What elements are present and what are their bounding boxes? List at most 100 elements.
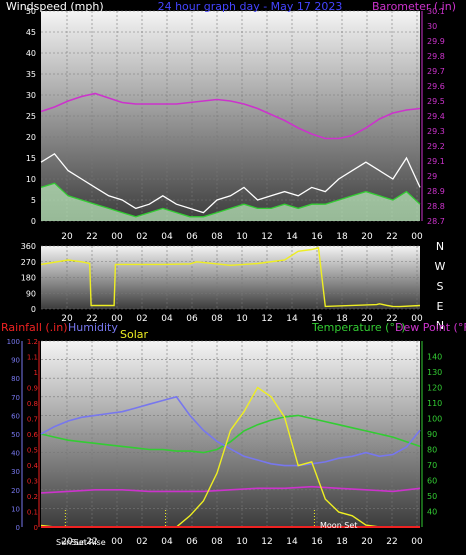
windspeed-tick-label: 50 bbox=[26, 7, 36, 16]
humidity-axis-label: Humidity bbox=[68, 321, 118, 334]
compass-label-n2: N bbox=[436, 319, 444, 332]
x-tick-label: 08 bbox=[211, 537, 223, 547]
x-tick-label: 04 bbox=[161, 314, 173, 324]
x-tick-label: 22 bbox=[86, 537, 97, 547]
windspeed-tick-label: 40 bbox=[26, 49, 36, 58]
rainfall-tick-label: 0.2 bbox=[27, 493, 38, 501]
rainfall-tick-label: 0.1 bbox=[27, 509, 38, 517]
barometer-tick-label: 29.3 bbox=[427, 127, 445, 136]
humidity-line bbox=[40, 395, 421, 467]
rainfall-tick-label: 0.7 bbox=[27, 416, 38, 424]
rainfall-axis-ticks: 0 0.1 0.2 0.3 0.4 0.5 0.6 0.7 0.8 0.9 1 1.1 1.2 bbox=[27, 338, 40, 532]
temperature-tick-label: 120 bbox=[427, 384, 442, 393]
windspeed-tick-label: 45 bbox=[26, 28, 36, 37]
dew-point-line bbox=[40, 485, 421, 494]
direction-series bbox=[40, 246, 421, 308]
windspeed-tick-label: 15 bbox=[26, 154, 36, 163]
humidity-tick-label: 90 bbox=[11, 357, 20, 365]
temperature-x-axis-ticks: 20 22 00 02 04 06 08 10 12 14 16 18 20 22 00 bbox=[61, 537, 423, 547]
rainfall-tick-label: 0.3 bbox=[27, 478, 38, 486]
x-tick-label: 20 bbox=[61, 537, 73, 547]
x-tick-label: 20 bbox=[361, 232, 373, 242]
x-tick-label: 00 bbox=[411, 537, 423, 547]
rainfall-tick-label: 0.9 bbox=[27, 385, 38, 393]
sunrise-annotation: Sun Rise bbox=[71, 538, 106, 547]
dewpoint-axis-label: Dew Point (°F) bbox=[395, 321, 466, 334]
temperature-tick-label: 40 bbox=[427, 508, 437, 517]
x-tick-label: 04 bbox=[161, 232, 173, 242]
barometer-tick-label: 30 bbox=[427, 22, 437, 31]
barometer-axis-label: Barometer (.in) bbox=[372, 0, 456, 13]
temperature-axis-ticks: 40 50 60 70 80 90 100 110 120 130 140 bbox=[421, 341, 442, 527]
humidity-axis-ticks: 0 10 20 30 40 50 60 70 80 90 100 bbox=[7, 338, 23, 532]
barometer-tick-label: 29.5 bbox=[427, 97, 445, 106]
rainfall-tick-label: 1.1 bbox=[27, 354, 38, 362]
windspeed-tick-label: 20 bbox=[26, 133, 36, 142]
wind-direction-line bbox=[40, 246, 421, 308]
x-tick-label: 14 bbox=[286, 314, 298, 324]
direction-axis-ticks: 0 90 180 270 360 bbox=[21, 242, 36, 314]
windspeed-tick-label: 30 bbox=[26, 91, 36, 100]
direction-grid bbox=[41, 245, 420, 310]
x-tick-label: 20 bbox=[61, 232, 73, 242]
humidity-tick-label: 80 bbox=[11, 375, 20, 383]
windspeed-axis-ticks: 0 5 10 15 20 25 30 35 40 45 50 bbox=[26, 7, 36, 226]
x-tick-label: 00 bbox=[411, 314, 423, 324]
windspeed-tick-label: 10 bbox=[26, 175, 36, 184]
x-tick-label: 22 bbox=[386, 314, 397, 324]
x-tick-label: 18 bbox=[336, 537, 348, 547]
x-tick-label: 06 bbox=[186, 232, 198, 242]
wind-gust-line bbox=[40, 152, 421, 214]
barometer-tick-label: 29.6 bbox=[427, 82, 445, 91]
compass-label-n1: N bbox=[436, 240, 444, 253]
rainfall-tick-label: 0.4 bbox=[27, 462, 39, 470]
x-tick-label: 10 bbox=[236, 232, 248, 242]
x-tick-label: 02 bbox=[136, 232, 147, 242]
x-tick-label: 08 bbox=[211, 314, 223, 324]
x-tick-label: 06 bbox=[186, 314, 198, 324]
barometer-tick-label: 29.7 bbox=[427, 67, 445, 76]
rainfall-axis-label: Rainfall (.in) bbox=[1, 321, 68, 334]
x-tick-label: 00 bbox=[411, 232, 423, 242]
x-tick-label: 20 bbox=[361, 314, 373, 324]
barometer-tick-label: 30.1 bbox=[427, 7, 445, 16]
x-tick-label: 16 bbox=[311, 314, 323, 324]
moonset-annotation: Moon Set bbox=[320, 521, 357, 530]
humidity-tick-label: 50 bbox=[11, 431, 20, 439]
x-tick-label: 22 bbox=[86, 232, 97, 242]
compass-label-s: S bbox=[437, 280, 444, 293]
x-tick-label: 12 bbox=[261, 314, 272, 324]
x-tick-label: 00 bbox=[111, 232, 123, 242]
direction-tick-label: 270 bbox=[21, 258, 36, 267]
humidity-tick-label: 60 bbox=[11, 412, 20, 420]
x-tick-label: 12 bbox=[261, 537, 272, 547]
x-tick-label: 08 bbox=[211, 232, 223, 242]
x-tick-label: 06 bbox=[186, 537, 198, 547]
rainfall-tick-label: 0.5 bbox=[27, 447, 38, 455]
x-tick-label: 22 bbox=[86, 314, 97, 324]
barometer-tick-label: 28.7 bbox=[427, 217, 445, 226]
x-tick-label: 10 bbox=[236, 537, 248, 547]
temperature-tick-label: 100 bbox=[427, 415, 442, 424]
temperature-series bbox=[40, 386, 421, 528]
x-tick-label: 04 bbox=[161, 537, 173, 547]
rainfall-tick-label: 0.6 bbox=[27, 431, 39, 439]
x-tick-label: 14 bbox=[286, 537, 298, 547]
x-tick-label: 12 bbox=[261, 232, 272, 242]
windspeed-axis-label: Windspeed (mph) bbox=[6, 0, 104, 13]
direction-tick-label: 180 bbox=[21, 274, 36, 283]
temperature-axis-label: Temperature (°F) bbox=[311, 321, 406, 334]
windspeed-tick-label: 25 bbox=[26, 112, 36, 121]
humidity-tick-label: 30 bbox=[11, 468, 20, 476]
temperature-tick-label: 60 bbox=[427, 477, 437, 486]
x-tick-label: 02 bbox=[136, 314, 147, 324]
barometer-tick-label: 29.2 bbox=[427, 142, 445, 151]
temperature-line bbox=[40, 414, 421, 454]
compass-label-e: E bbox=[437, 300, 444, 313]
barometer-tick-label: 29 bbox=[427, 172, 437, 181]
wind-x-axis-ticks: 20 22 00 02 04 06 08 10 12 14 16 18 20 22 00 bbox=[61, 232, 423, 242]
x-tick-label: 20 bbox=[61, 314, 73, 324]
wind-average-fill bbox=[41, 183, 420, 221]
